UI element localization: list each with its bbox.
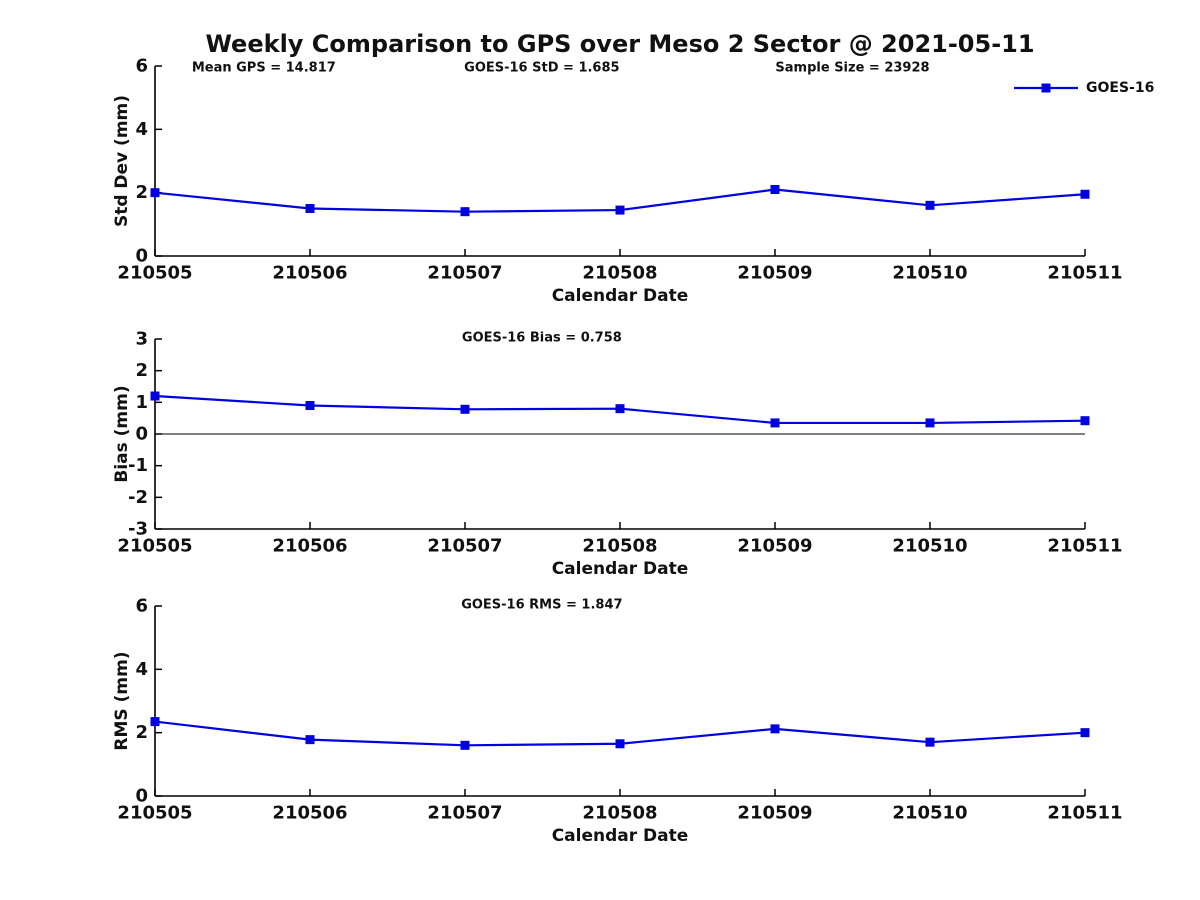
data-point-marker — [305, 735, 315, 745]
legend-marker — [1041, 83, 1051, 93]
y-axis-label: Std Dev (mm) — [112, 95, 132, 227]
data-point-marker — [925, 200, 935, 210]
data-point-marker — [615, 404, 625, 414]
stat-annotation: GOES-16 StD = 1.685 — [464, 61, 619, 76]
data-point-marker — [460, 740, 470, 750]
subplot-std-dev: 210505 210506 210507 210508 210509 210510 2105… — [112, 56, 1154, 307]
subplot-rms: 210505 210506 210507 210508 210509 210510 2105… — [112, 596, 1123, 847]
legend-label: GOES-16 — [1086, 80, 1154, 96]
data-point-marker — [305, 401, 315, 410]
y-tick-label: 2 — [135, 182, 148, 203]
data-point-marker — [770, 724, 780, 734]
x-tick-label: 210511 — [1047, 536, 1122, 557]
x-tick-label: 210511 — [1047, 263, 1122, 284]
data-point-marker — [150, 188, 160, 198]
y-tick-label: 4 — [135, 119, 148, 140]
y-tick-label: 4 — [135, 659, 148, 680]
y-tick-label: 0 — [135, 424, 148, 445]
x-tick-label: 210509 — [737, 263, 812, 284]
data-point-marker — [1080, 728, 1090, 738]
y-tick-label: 6 — [135, 56, 148, 77]
x-tick-label: 210508 — [582, 803, 657, 824]
x-tick-label: 210511 — [1047, 803, 1122, 824]
data-point-marker — [770, 418, 780, 428]
y-tick-label: 6 — [135, 596, 148, 617]
figure-title: Weekly Comparison to GPS over Meso 2 Sec… — [205, 30, 1035, 58]
x-tick-label: 210508 — [582, 263, 657, 284]
x-axis-label: Calendar Date — [552, 826, 689, 846]
y-tick-label: -2 — [128, 487, 148, 508]
data-point-marker — [150, 717, 160, 727]
y-tick-label: 3 — [135, 329, 148, 350]
x-tick-label: 210507 — [427, 263, 502, 284]
x-tick-label: 210508 — [582, 536, 657, 557]
y-tick-label: 0 — [135, 786, 148, 807]
x-axis-label: Calendar Date — [552, 559, 689, 579]
x-tick-label: 210506 — [272, 803, 347, 824]
x-tick-label: 210509 — [737, 803, 812, 824]
y-tick-label: 1 — [135, 392, 148, 413]
y-tick-label: 2 — [135, 360, 148, 381]
stat-annotation: GOES-16 Bias = 0.758 — [462, 331, 622, 346]
data-point-marker — [615, 205, 625, 215]
y-axis-label: Bias (mm) — [112, 385, 132, 482]
stat-annotation: GOES-16 RMS = 1.847 — [461, 598, 622, 613]
y-axis-label: RMS (mm) — [112, 651, 132, 750]
data-point-marker — [1080, 416, 1090, 426]
data-point-marker — [925, 418, 935, 428]
x-tick-label: 210510 — [892, 263, 967, 284]
data-point-marker — [460, 207, 470, 217]
x-tick-label: 210506 — [272, 263, 347, 284]
stat-annotation: Mean GPS = 14.817 — [192, 61, 336, 76]
legend: GOES-16 — [1014, 80, 1154, 96]
data-point-marker — [305, 204, 315, 213]
data-point-marker — [770, 185, 780, 194]
stat-annotation: Sample Size = 23928 — [775, 61, 929, 76]
y-tick-label: 2 — [135, 722, 148, 743]
x-tick-label: 210505 — [117, 803, 192, 824]
x-tick-label: 210505 — [117, 536, 192, 557]
x-tick-label: 210507 — [427, 803, 502, 824]
y-tick-label: 0 — [135, 246, 148, 267]
data-point-marker — [150, 391, 160, 401]
data-point-marker — [615, 739, 625, 749]
x-tick-label: 210505 — [117, 263, 192, 284]
x-tick-label: 210509 — [737, 536, 812, 557]
data-point-marker — [460, 404, 470, 414]
subplot-bias: 210505 210506 210507 210508 210509 210510 2105… — [112, 329, 1123, 580]
data-point-marker — [925, 737, 935, 747]
x-tick-label: 210506 — [272, 536, 347, 557]
x-tick-label: 210510 — [892, 536, 967, 557]
y-tick-label: -1 — [128, 455, 148, 476]
x-tick-label: 210510 — [892, 803, 967, 824]
x-tick-label: 210507 — [427, 536, 502, 557]
data-point-marker — [1080, 189, 1090, 199]
x-axis-label: Calendar Date — [552, 286, 689, 306]
y-tick-label: -3 — [128, 519, 148, 540]
